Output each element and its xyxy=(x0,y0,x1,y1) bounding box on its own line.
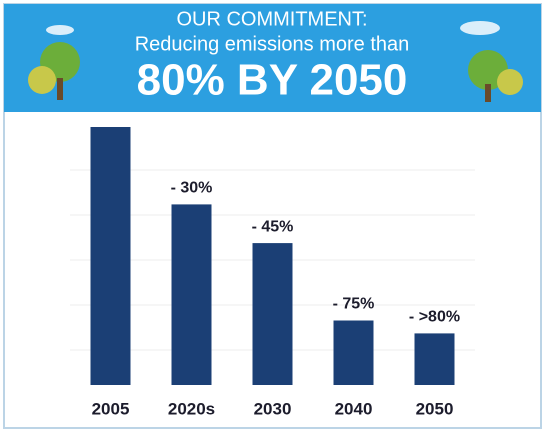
bar xyxy=(171,204,212,385)
bar xyxy=(414,333,455,385)
chart-subtitle: Reducing emissions more than xyxy=(135,33,410,55)
value-label: - >80% xyxy=(409,309,460,326)
x-tick-label: 2040 xyxy=(335,399,373,418)
chart-title: OUR COMMITMENT: xyxy=(176,8,367,30)
x-tick-label: 2005 xyxy=(92,399,130,418)
decoration xyxy=(28,21,523,102)
value-label: - 45% xyxy=(252,218,294,235)
bar xyxy=(333,320,374,385)
x-tick-label: 2050 xyxy=(416,399,454,418)
x-tick-label: 2020s xyxy=(168,399,215,418)
headline: 80% BY 2050 xyxy=(137,56,408,105)
x-tick-label: 2030 xyxy=(254,399,292,418)
banner xyxy=(4,4,541,112)
bar xyxy=(252,243,293,385)
value-label: - 75% xyxy=(333,296,375,313)
value-label: - 30% xyxy=(171,180,213,197)
bar xyxy=(90,127,131,385)
